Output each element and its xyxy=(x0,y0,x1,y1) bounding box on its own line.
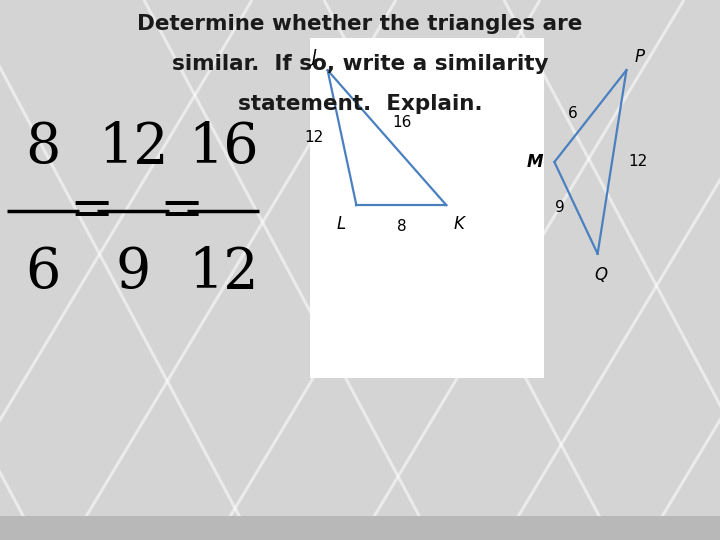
Text: L: L xyxy=(336,215,346,233)
Text: 12: 12 xyxy=(188,246,258,300)
Text: 16: 16 xyxy=(393,114,412,130)
Text: 6: 6 xyxy=(25,246,61,300)
Text: P: P xyxy=(635,48,645,66)
Text: Determine whether the triangles are: Determine whether the triangles are xyxy=(138,14,582,33)
Text: 9: 9 xyxy=(116,246,150,300)
Text: J: J xyxy=(312,48,317,66)
Text: 12: 12 xyxy=(628,154,647,170)
Text: =: = xyxy=(159,185,204,236)
Text: Q: Q xyxy=(595,266,608,284)
Text: 8: 8 xyxy=(397,219,406,234)
Bar xyxy=(0,516,720,540)
Bar xyxy=(310,38,544,378)
Text: =: = xyxy=(69,185,114,236)
Text: M: M xyxy=(527,153,544,171)
Text: 6: 6 xyxy=(567,106,577,121)
Text: 16: 16 xyxy=(188,121,258,176)
Text: 12: 12 xyxy=(305,130,324,145)
Text: K: K xyxy=(454,215,464,233)
Text: statement.  Explain.: statement. Explain. xyxy=(238,94,482,114)
Text: similar.  If so, write a similarity: similar. If so, write a similarity xyxy=(172,54,548,74)
Text: 9: 9 xyxy=(555,200,565,215)
Text: 8: 8 xyxy=(25,121,61,176)
Text: 12: 12 xyxy=(98,121,168,176)
